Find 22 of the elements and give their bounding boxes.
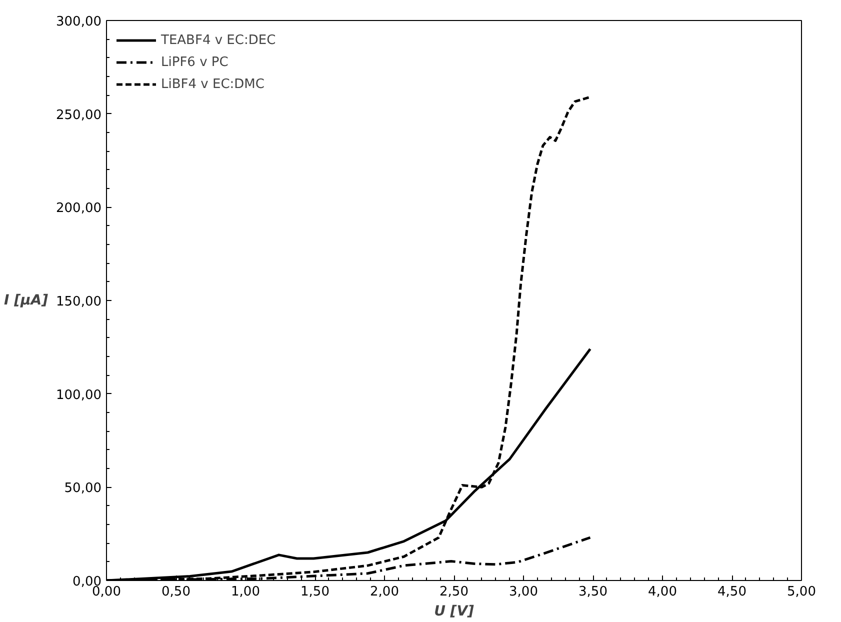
x-tick-label: 2,00 <box>370 584 399 600</box>
y-axis-title: I [µA] <box>4 292 49 308</box>
x-tick-label: 0,50 <box>162 584 190 600</box>
y-tick-label: 300,00 <box>56 14 102 30</box>
y-tick-label: 50,00 <box>64 481 102 496</box>
x-tick-label: 1,50 <box>300 584 330 600</box>
legend-label: TEABF4 v EC:DEC <box>161 32 276 48</box>
x-tick-label: 3,00 <box>509 584 538 600</box>
x-tick-label: 4,00 <box>648 584 677 600</box>
x-tick-label: 3,50 <box>578 584 608 600</box>
x-tick-label: 5,00 <box>787 584 816 600</box>
legend-label: LiBF4 v EC:DMC <box>161 76 264 92</box>
y-tick-label: 250,00 <box>56 108 102 123</box>
x-tick-label: 2,50 <box>440 584 468 600</box>
x-tick-label: 0,00 <box>92 584 121 600</box>
y-tick-label: 150,00 <box>56 294 102 310</box>
y-tick-label: 100,00 <box>56 388 102 403</box>
y-tick-label: 200,00 <box>56 201 102 216</box>
x-tick-label: 1,00 <box>231 584 260 600</box>
x-axis-title: U [V] <box>434 604 475 620</box>
x-tick-label: 4,50 <box>718 584 746 600</box>
legend-label: LiPF6 v PC <box>161 54 228 70</box>
